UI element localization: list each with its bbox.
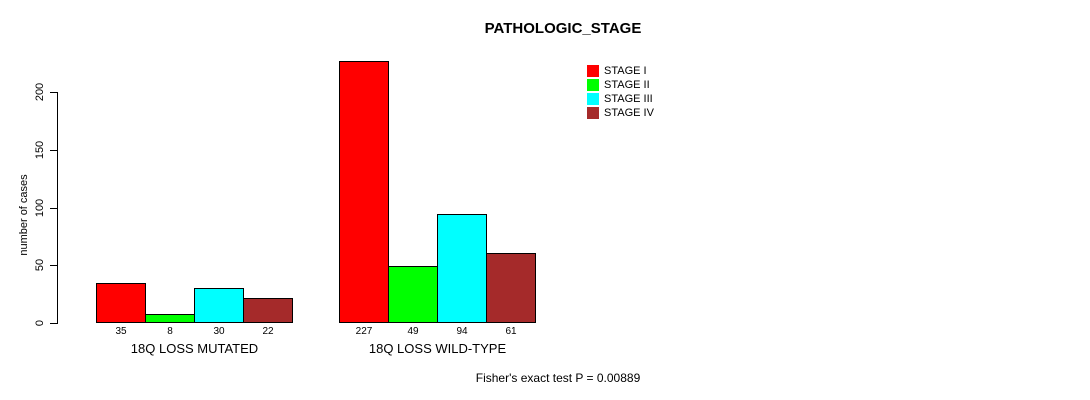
y-tick-label-50: 50 <box>34 258 46 272</box>
bar-stage-i-group-2 <box>339 61 389 323</box>
y-tick-label-100: 100 <box>34 198 46 218</box>
legend-row-stage-i: STAGE I <box>587 64 654 78</box>
bar-stage-i-group-1 <box>96 283 146 323</box>
y-tick-mark-100 <box>50 208 57 209</box>
y-tick-label-200: 200 <box>34 82 46 102</box>
bar-stage-iv-group-1 <box>243 298 293 323</box>
legend-label-stage-iv: STAGE IV <box>604 107 654 119</box>
legend-label-stage-i: STAGE I <box>604 65 647 77</box>
legend-swatch-stage-iii <box>587 93 599 105</box>
bar-value-label-stage-i-group-2: 227 <box>355 326 373 337</box>
footnote-text: Fisher's exact test P = 0.00889 <box>475 371 641 385</box>
bar-stage-ii-group-1 <box>145 314 195 323</box>
y-tick-mark-50 <box>50 265 57 266</box>
y-tick-label-150: 150 <box>34 140 46 160</box>
bar-value-label-stage-i-group-1: 35 <box>115 326 127 337</box>
legend-label-stage-ii: STAGE II <box>604 79 650 91</box>
y-tick-mark-0 <box>50 323 57 324</box>
y-axis-line <box>57 92 58 324</box>
y-tick-mark-200 <box>50 92 57 93</box>
chart-title: PATHOLOGIC_STAGE <box>484 20 642 37</box>
bar-value-label-stage-iii-group-1: 30 <box>213 326 225 337</box>
group-label-18q-loss-wild-type: 18Q LOSS WILD-TYPE <box>368 341 507 356</box>
bar-stage-iv-group-2 <box>486 253 536 323</box>
bar-value-label-stage-iv-group-1: 22 <box>262 326 274 337</box>
legend-swatch-stage-iv <box>587 107 599 119</box>
y-tick-mark-150 <box>50 150 57 151</box>
y-axis-label: number of cases <box>18 174 30 256</box>
legend-row-stage-iv: STAGE IV <box>587 106 654 120</box>
legend-row-stage-ii: STAGE II <box>587 78 654 92</box>
bar-value-label-stage-iv-group-2: 61 <box>505 326 517 337</box>
bar-value-label-stage-ii-group-2: 49 <box>407 326 419 337</box>
bar-value-label-stage-ii-group-1: 8 <box>167 326 173 337</box>
legend-row-stage-iii: STAGE III <box>587 92 654 106</box>
legend-label-stage-iii: STAGE III <box>604 93 653 105</box>
bar-stage-iii-group-1 <box>194 288 244 323</box>
legend-swatch-stage-i <box>587 65 599 77</box>
bar-value-label-stage-iii-group-2: 94 <box>456 326 468 337</box>
bar-stage-ii-group-2 <box>388 266 438 323</box>
y-tick-label-0: 0 <box>34 319 46 327</box>
legend-swatch-stage-ii <box>587 79 599 91</box>
bar-stage-iii-group-2 <box>437 214 487 323</box>
group-label-18q-loss-mutated: 18Q LOSS MUTATED <box>130 341 259 356</box>
legend: STAGE I STAGE II STAGE III STAGE IV <box>587 64 654 120</box>
